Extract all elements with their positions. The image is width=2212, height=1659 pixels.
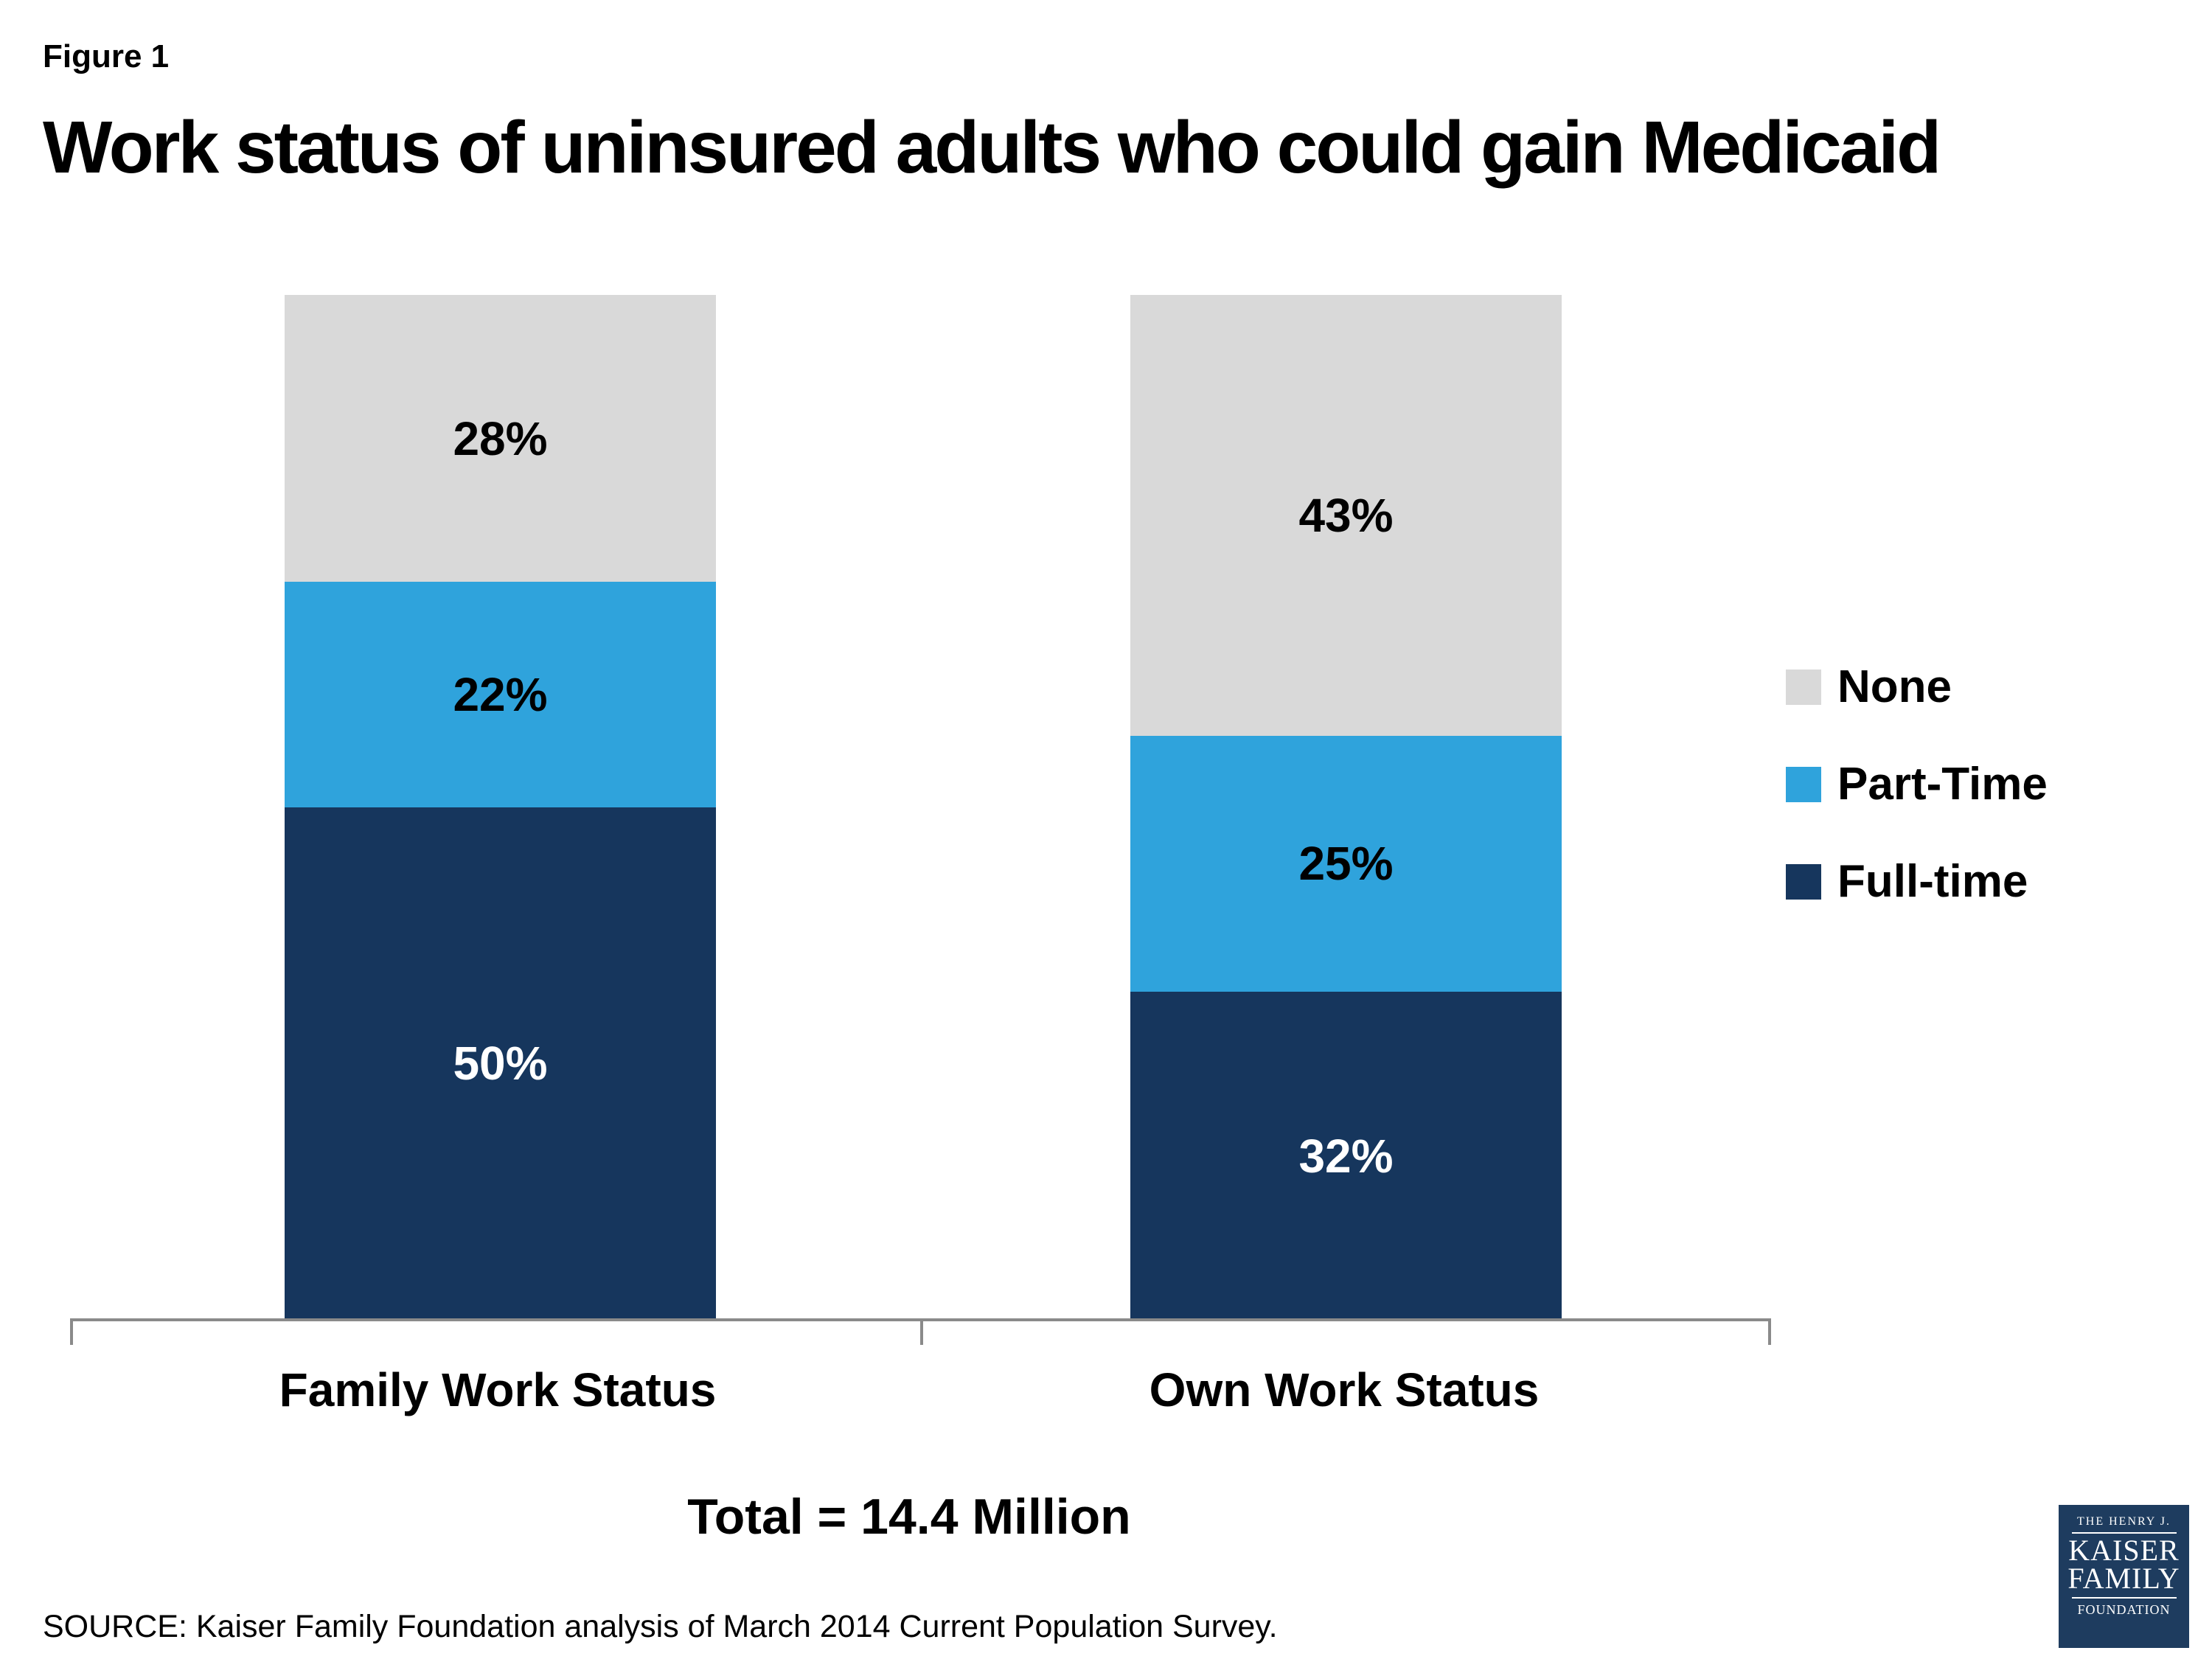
segment-value-label: 22%: [453, 668, 548, 722]
source-line: SOURCE: Kaiser Family Foundation analysi…: [43, 1609, 1278, 1644]
logo-text-the-henry-j: THE HENRY J.: [2077, 1515, 2171, 1528]
legend-label-part-time: Part-Time: [1837, 759, 2048, 810]
logo-divider-bottom: [2071, 1597, 2177, 1599]
legend-item-full-time: Full-time: [1786, 859, 2048, 905]
segment-value-label: 50%: [453, 1037, 548, 1091]
figure-label: Figure 1: [43, 38, 170, 74]
legend-item-none: None: [1786, 664, 2048, 710]
legend-item-part-time: Part-Time: [1786, 759, 2048, 810]
legend: None Part-Time Full-time: [1786, 664, 2048, 905]
logo-text-kaiser: KAISER: [2068, 1534, 2180, 1567]
logo-divider-top: [2071, 1532, 2177, 1534]
legend-swatch-part-time: [1786, 767, 1821, 802]
segment-value-label: 25%: [1298, 837, 1394, 891]
segment-value-label: 32%: [1298, 1129, 1394, 1183]
legend-label-none: None: [1837, 661, 1952, 712]
legend-label-full-time: Full-time: [1837, 856, 2028, 907]
segment-value-label: 28%: [453, 411, 548, 465]
bar-segment-none: 28%: [285, 295, 716, 582]
category-label-family-work-status: Family Work Status: [279, 1363, 717, 1416]
bar-segment-none: 43%: [1130, 295, 1562, 736]
category-label-own-work-status: Own Work Status: [1149, 1363, 1540, 1416]
page-title: Work status of uninsured adults who coul…: [43, 106, 1941, 189]
stacked-bar-own-work-status: 43% 25% 32%: [1130, 295, 1562, 1320]
bar-segment-full-time: 32%: [1130, 992, 1562, 1320]
legend-swatch-none: [1786, 669, 1821, 705]
bar-segment-part-time: 22%: [285, 582, 716, 807]
axis-tick-center: [920, 1318, 923, 1345]
kff-foundation-logo: THE HENRY J. KAISER FAMILY FOUNDATION: [2059, 1505, 2189, 1648]
bar-segment-full-time: 50%: [285, 807, 716, 1320]
total-label: Total = 14.4 Million: [687, 1489, 1131, 1545]
logo-text-family: FAMILY: [2067, 1562, 2180, 1595]
stacked-bar-family-work-status: 28% 22% 50%: [285, 295, 716, 1320]
axis-tick-left: [70, 1318, 73, 1345]
segment-value-label: 43%: [1298, 488, 1394, 542]
bar-segment-part-time: 25%: [1130, 735, 1562, 992]
logo-text-foundation: FOUNDATION: [2077, 1602, 2171, 1617]
axis-tick-right: [1768, 1318, 1771, 1345]
legend-swatch-full-time: [1786, 864, 1821, 900]
